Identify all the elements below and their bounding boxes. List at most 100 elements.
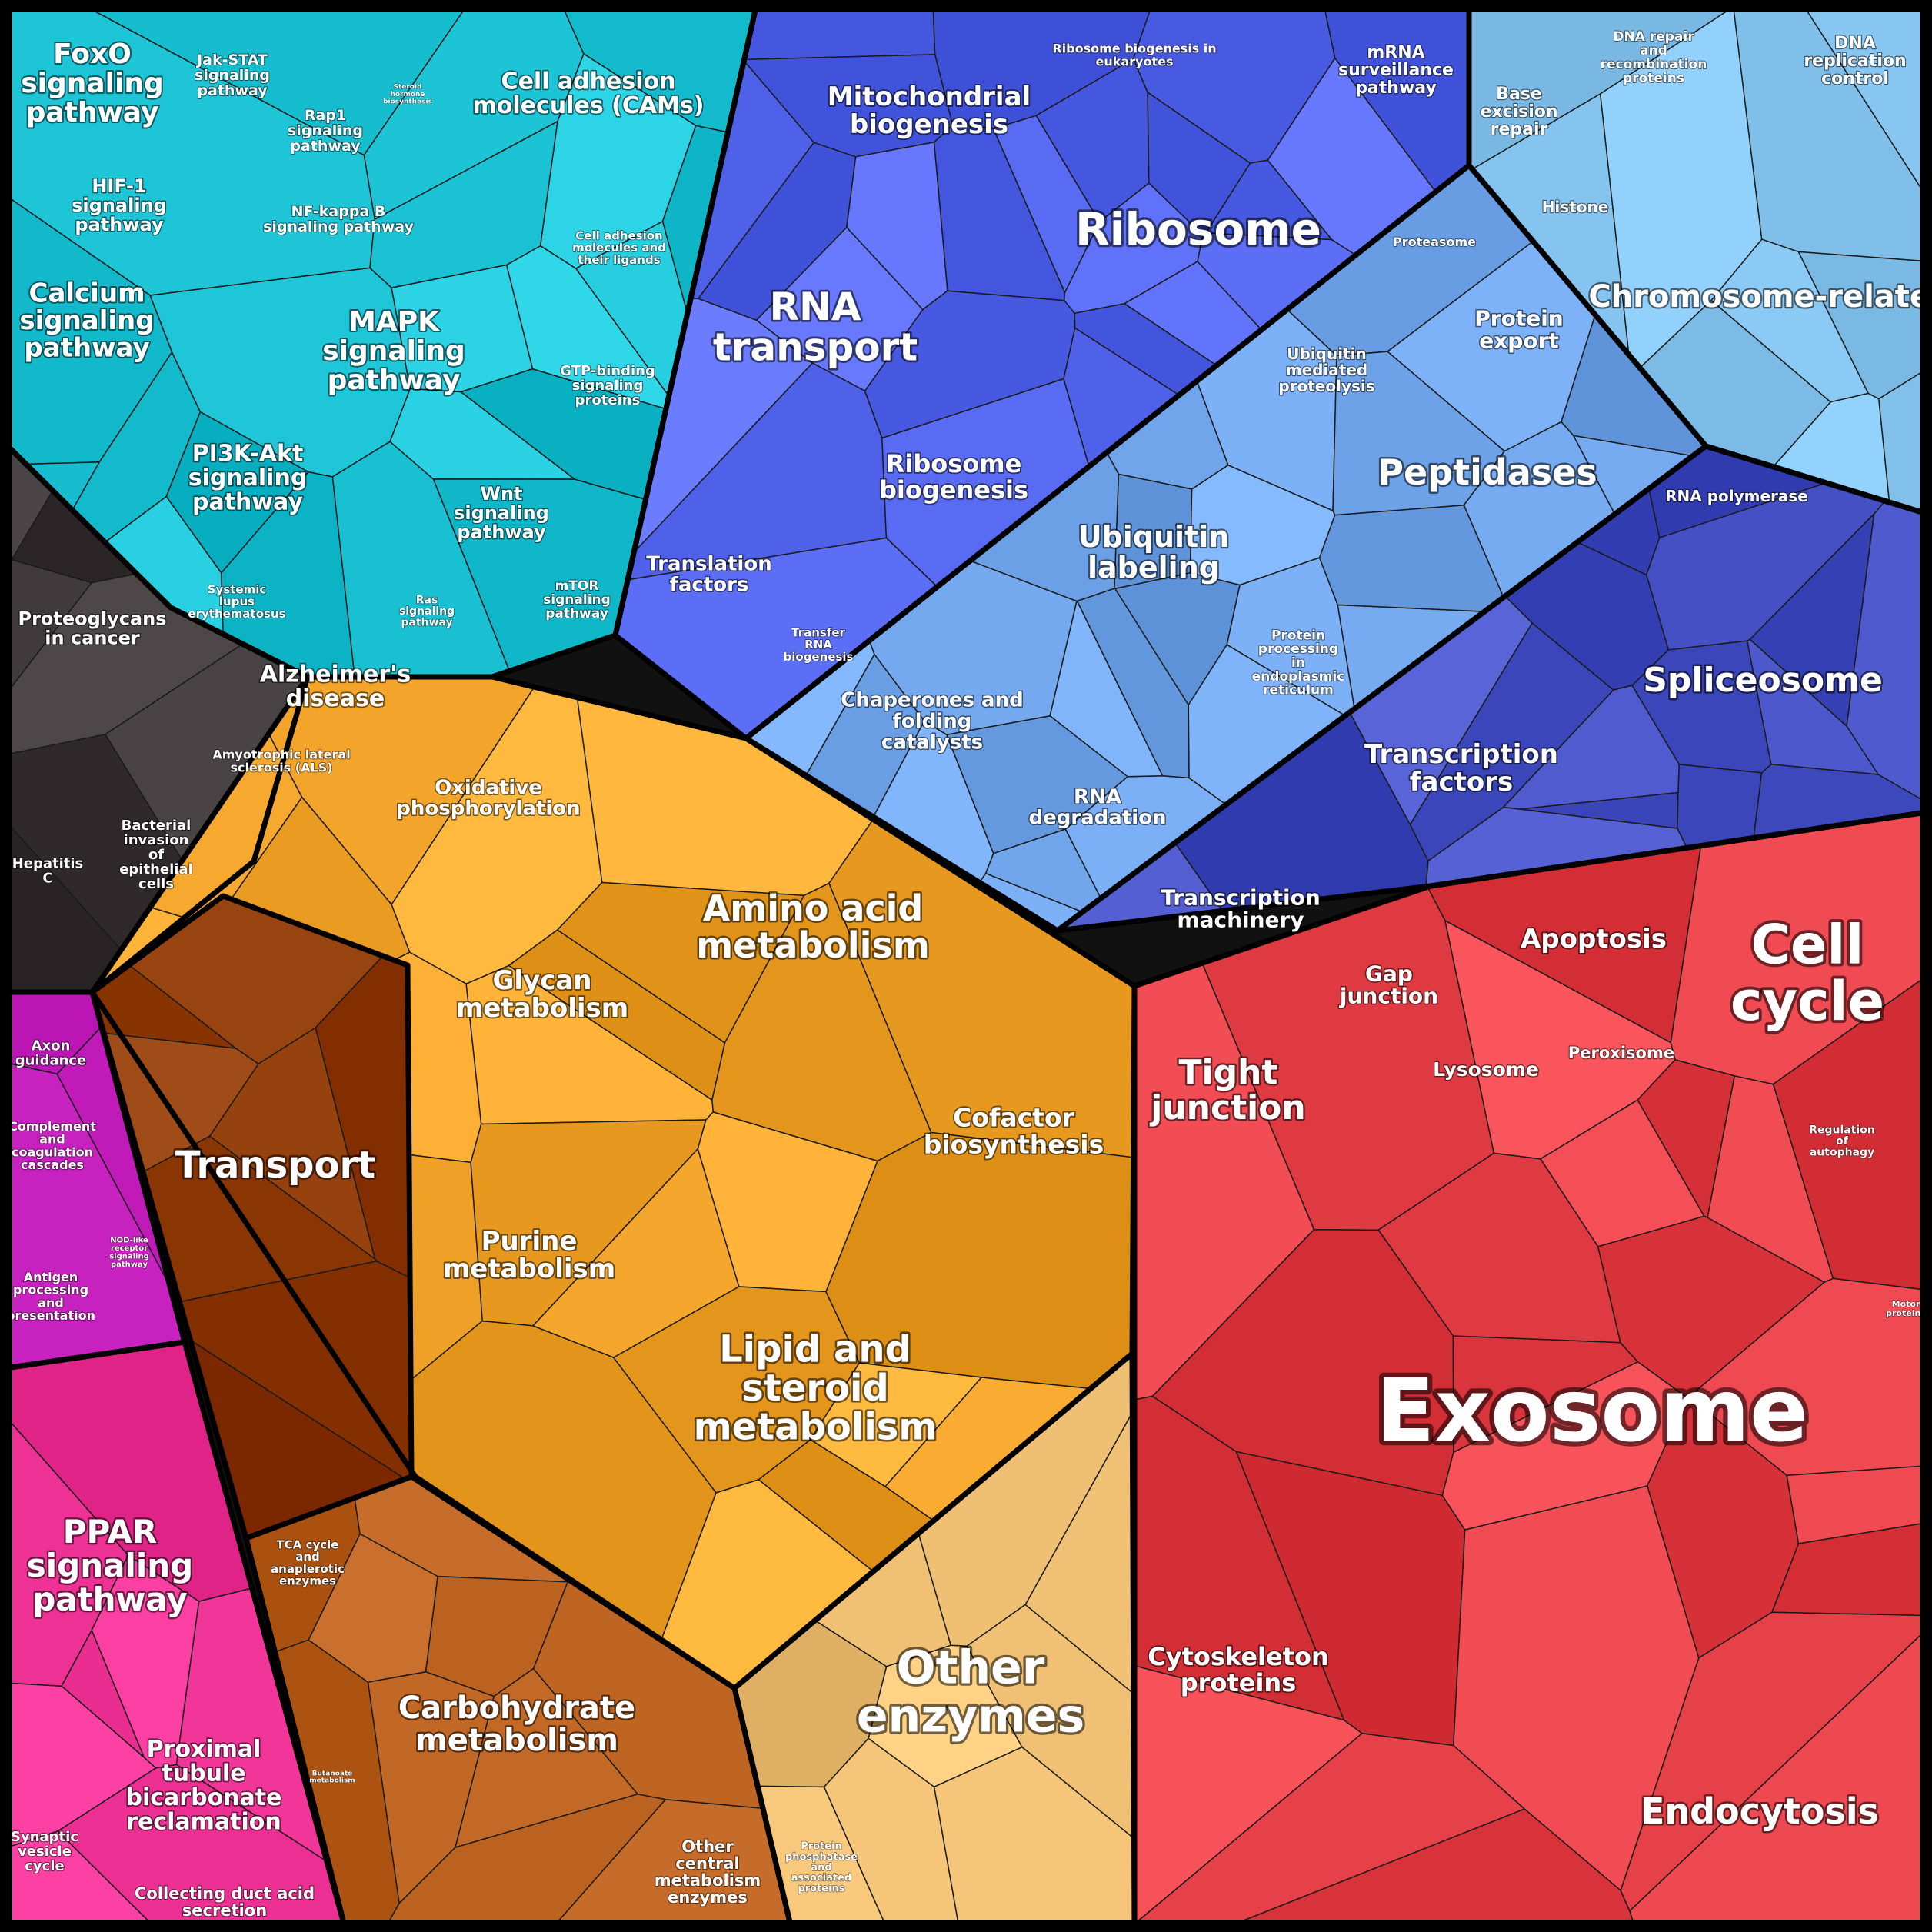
cell-kidney <box>61 1629 145 1758</box>
pathway-label: Translation factors <box>646 552 771 596</box>
cell-rna <box>864 290 1076 439</box>
pathway-label: Butanoate metabolism <box>309 1770 355 1784</box>
pathway-label: Amino acid metabolism <box>696 887 930 965</box>
pathway-label: Histone <box>1542 198 1609 216</box>
pathway-label: Cofactor biosynthesis <box>924 1102 1104 1159</box>
pathway-label: PI3K-Akt signaling pathway <box>188 440 308 515</box>
pathway-label: Regulation of autophagy <box>1809 1124 1875 1158</box>
pathway-label: Steroid hormone biosynthesis <box>383 83 432 105</box>
pathway-label: Transport <box>175 1144 375 1187</box>
pathway-label: Cell cycle <box>1730 913 1884 1033</box>
pathway-label: RNA transport <box>713 284 918 369</box>
pathway-label: Transcription factors <box>1364 739 1558 798</box>
cell-protein <box>1189 465 1336 586</box>
pathway-label: Protein processing in endoplasmic reticulum <box>1252 628 1345 698</box>
pathway-label: FoxO signaling pathway <box>21 38 164 128</box>
pathway-label: NOD-like receptor signaling pathway <box>109 1236 149 1269</box>
pathway-label: Synaptic vesicle cycle <box>11 1829 78 1874</box>
pathway-label: Ubiquitin labeling <box>1078 520 1230 585</box>
cell-transcription <box>1677 764 1763 849</box>
pathway-label: Carbohydrate metabolism <box>398 1690 635 1758</box>
group-border-disease <box>0 435 311 995</box>
pathway-label: RNA polymerase <box>1665 487 1808 505</box>
pathway-label: Other central metabolism enzymes <box>655 1837 761 1907</box>
cell-signaling <box>369 121 558 288</box>
pathway-label: Gap junction <box>1339 961 1438 1008</box>
pathway-label: Transfer RNA biogenesis <box>784 625 854 664</box>
pathway-label: Collecting duct acid secretion <box>135 1884 315 1920</box>
cell-transcription <box>1749 513 1875 727</box>
pathway-label: Endocytosis <box>1641 1790 1879 1832</box>
pathway-label: Peroxisome <box>1568 1044 1674 1062</box>
pathway-label: Tight junction <box>1149 1053 1305 1128</box>
cell-kidney <box>0 1830 161 1932</box>
pathway-label: Alzheimer's disease <box>260 661 411 712</box>
pathway-label: Calcium signaling pathway <box>19 278 154 363</box>
pathway-label: mTOR signaling pathway <box>543 578 611 621</box>
cell-cellular <box>1629 1624 1932 1932</box>
group-border-cellular <box>1131 808 1932 1932</box>
pathway-label: Base excision repair <box>1480 85 1557 139</box>
cell-transcription <box>1645 482 1886 651</box>
pathway-label: Chaperones and folding catalysts <box>841 688 1023 754</box>
pathway-label: Protein phosphatase and associated proteins <box>785 1840 858 1894</box>
pathway-label: Peptidases <box>1377 451 1597 493</box>
pathway-label: Glycan metabolism <box>456 965 628 1024</box>
pathway-label: Exosome <box>1376 1361 1808 1461</box>
pathway-label: DNA replication control <box>1804 34 1906 88</box>
pathway-label: Bacterial invasion of epithelial cells <box>119 818 193 892</box>
pathway-label: TCA cycle and anaplerotic enzymes <box>271 1537 345 1587</box>
labels-layer: FoxO signaling pathway Jak-STAT signaling pat… <box>5 28 1932 1920</box>
pathway-label: mRNA surveillance pathway <box>1338 43 1454 98</box>
pathway-label: Proximal tubule bicarbonate reclamation <box>126 1735 282 1835</box>
cell-metabolism <box>697 1111 878 1293</box>
pathway-label: Transcription machinery <box>1161 884 1321 932</box>
cell-carbohydrate <box>308 1533 438 1683</box>
pathway-label: Cell adhesion molecules and their ligands <box>572 228 666 267</box>
pathway-label: Ribosome <box>1075 203 1321 255</box>
cell-transcription <box>1409 622 1614 862</box>
pathway-label: Cytoskeleton proteins <box>1148 1642 1329 1697</box>
pathway-label: Wnt signaling pathway <box>454 483 549 543</box>
pathway-label: PPAR signaling pathway <box>27 1512 193 1617</box>
pathway-label: Jak-STAT signaling pathway <box>195 52 270 99</box>
pathway-label: Antigen processing and presentation <box>6 1269 95 1322</box>
pathway-label: MAPK signaling pathway <box>322 306 465 396</box>
cell-repair <box>1799 0 1932 206</box>
pathway-label: Cell adhesion molecules (CAMs) <box>473 68 705 119</box>
pathway-label: Ribosome biogenesis <box>879 449 1028 505</box>
pathway-label: Proteasome <box>1393 235 1476 249</box>
pathway-label: Spliceosome <box>1643 661 1883 700</box>
pathway-label: RNA degradation <box>1028 785 1166 829</box>
pathway-label: Oxidative phosphorylation <box>396 776 580 820</box>
pathway-label: Amyotrophic lateral sclerosis (ALS) <box>212 747 350 774</box>
pathway-label: Apoptosis <box>1521 924 1667 954</box>
pathway-label: Ribosome biogenesis in eukaryotes <box>1052 41 1216 68</box>
pathway-label: Proteoglycans in cancer <box>18 608 167 648</box>
pathway-label: Axon guidance <box>15 1038 87 1069</box>
pathway-label: Rap1 signaling pathway <box>288 107 363 155</box>
cell-signaling <box>73 0 471 156</box>
pathway-label: Purine metabolism <box>443 1226 615 1284</box>
cell-cellular <box>1151 1228 1454 1497</box>
pathway-label: Systemic lupus erythematosus <box>188 582 285 621</box>
pathway-label: Mitochondrial biogenesis <box>828 82 1031 140</box>
pathway-label: Hepatitis C <box>12 856 84 887</box>
pathway-label: Ras signaling pathway <box>399 594 455 628</box>
pathway-label: DNA repair and recombination proteins <box>1601 29 1707 86</box>
pathway-label: Ubiquitin mediated proteolysis <box>1278 345 1374 395</box>
cell-metabolism <box>508 929 726 1101</box>
pathway-label: Complement and coagulation cascades <box>8 1118 96 1171</box>
group-border-kidney <box>0 1339 349 1932</box>
pathway-label: Other enzymes <box>857 1641 1084 1743</box>
group-border-transport <box>89 893 415 1541</box>
pathway-label: Lysosome <box>1433 1058 1539 1081</box>
pathway-label: Lipid and steroid metabolism <box>694 1328 938 1449</box>
pathway-label: HIF-1 signaling pathway <box>72 175 167 235</box>
pathway-label: GTP-binding signaling proteins <box>560 363 655 408</box>
